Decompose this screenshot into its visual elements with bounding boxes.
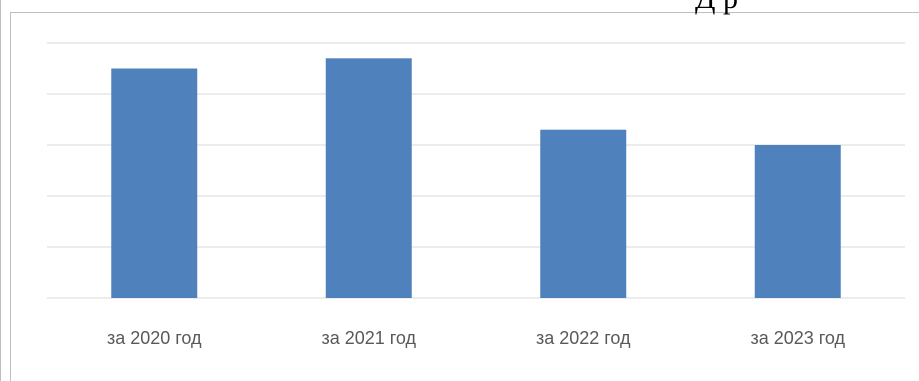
bar-3 (540, 130, 626, 298)
category-label-4: за 2023 год (750, 328, 845, 348)
bar-4 (755, 145, 841, 298)
category-labels: за 2020 год за 2021 год за 2022 год за 2023… (107, 328, 846, 348)
category-label-2: за 2021 год (321, 328, 416, 348)
cropped-header-text: Д р (695, 0, 738, 15)
category-label-1: за 2020 год (107, 328, 202, 348)
bar-2 (326, 58, 412, 298)
category-label-3: за 2022 год (536, 328, 631, 348)
bar-1 (111, 69, 197, 299)
